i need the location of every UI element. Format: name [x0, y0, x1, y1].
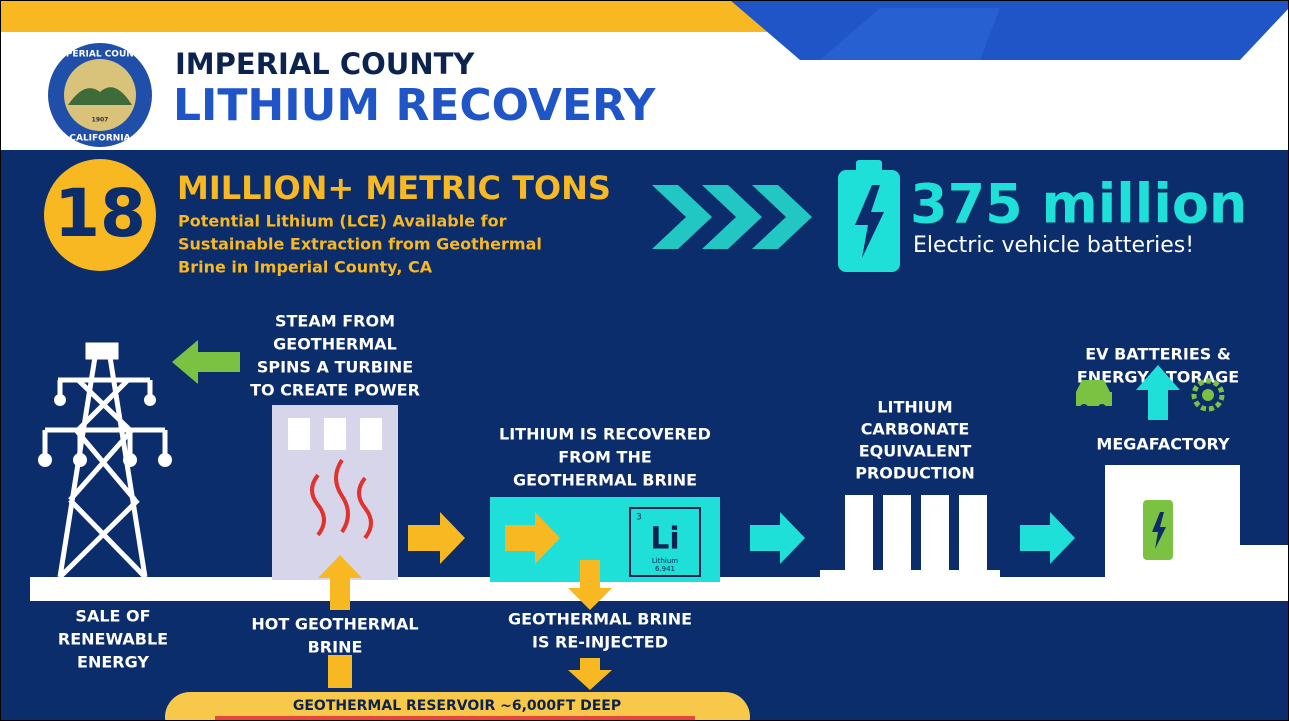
- carbonate-label: LITHIUM: [877, 398, 952, 417]
- seal-year: 1907: [92, 117, 109, 124]
- megafactory-label: MEGAFACTORY: [1096, 435, 1230, 454]
- carbonate-plant: [820, 495, 1000, 580]
- megafactory-annex: [1240, 545, 1289, 580]
- window: [324, 418, 346, 450]
- turbine-label: GEOTHERMAL: [273, 335, 397, 354]
- reinjection-label: GEOTHERMAL BRINE: [508, 610, 692, 629]
- recovery-label: LITHIUM IS RECOVERED: [499, 425, 711, 444]
- carbonate-label: PRODUCTION: [855, 464, 975, 483]
- energy-label: RENEWABLE: [58, 630, 168, 649]
- turbine-label: TO CREATE POWER: [250, 381, 420, 400]
- stat-headline: MILLION+ METRIC TONS: [177, 169, 611, 207]
- energy-label: SALE OF: [75, 607, 150, 626]
- recovery-label: FROM THE: [558, 448, 652, 467]
- page: IMPERIAL COUNTY CALIFORNIA 1907 IMPERIAL…: [0, 0, 1289, 721]
- stat-number: 18: [54, 175, 146, 252]
- window: [288, 418, 310, 450]
- brine-label: BRINE: [308, 638, 363, 657]
- brine-label: HOT GEOTHERMAL: [251, 615, 418, 634]
- element-mass: 6.941: [655, 565, 675, 573]
- element-number: 3: [636, 513, 642, 523]
- pipe: [328, 655, 352, 688]
- recovery-label: GEOTHERMAL BRINE: [513, 471, 697, 490]
- carbonate-label: EQUIVALENT: [859, 442, 972, 461]
- battery-caption: Electric vehicle batteries!: [913, 233, 1194, 258]
- reinjection-label: IS RE-INJECTED: [532, 633, 668, 652]
- header-stripe: [0, 0, 770, 32]
- title-top: IMPERIAL COUNTY: [175, 47, 475, 81]
- ev-label: EV BATTERIES &: [1085, 345, 1231, 364]
- energy-label: ENERGY: [77, 653, 149, 672]
- title-main: LITHIUM RECOVERY: [173, 80, 656, 131]
- seal-text: IMPERIAL COUNTY: [54, 50, 147, 60]
- turbine-label: SPINS A TURBINE: [257, 358, 413, 377]
- stat-text: Brine in Imperial County, CA: [178, 258, 433, 277]
- stat-text: Sustainable Extraction from Geothermal: [178, 235, 542, 254]
- element-name: Lithium: [652, 557, 678, 565]
- tower-base: [30, 577, 195, 587]
- infographic: IMPERIAL COUNTY CALIFORNIA 1907 IMPERIAL…: [0, 0, 1289, 721]
- element-symbol: Li: [650, 522, 679, 557]
- seal-text: CALIFORNIA: [69, 134, 130, 144]
- battery-number: 375 million: [910, 173, 1247, 236]
- carbonate-label: CARBONATE: [861, 420, 970, 439]
- reservoir-label: GEOTHERMAL RESERVOIR ~6,000FT DEEP: [293, 698, 621, 714]
- seal: IMPERIAL COUNTY CALIFORNIA 1907: [48, 43, 152, 147]
- header-shape: [730, 0, 1289, 60]
- stat-text: Potential Lithium (LCE) Available for: [178, 212, 507, 231]
- window: [360, 418, 382, 450]
- turbine-label: STEAM FROM: [275, 312, 395, 331]
